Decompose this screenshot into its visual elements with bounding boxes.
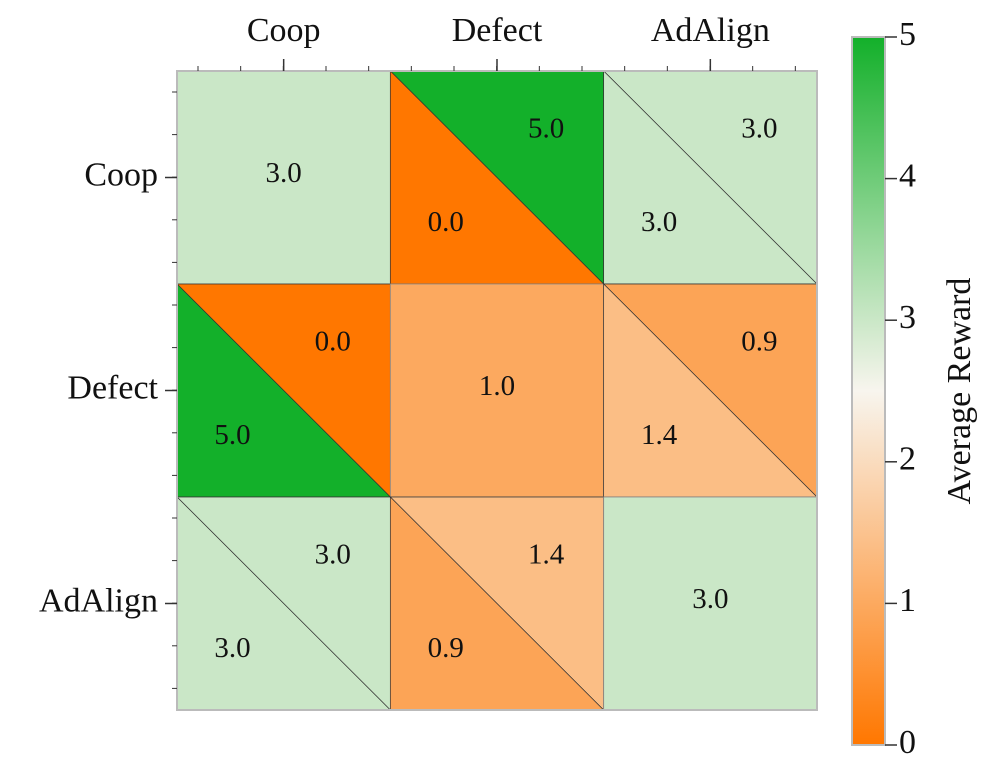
upper-label: 1.4 (528, 538, 565, 570)
upper-label: 0.9 (741, 325, 777, 357)
cell (176, 70, 391, 285)
row-label: AdAlign (39, 582, 158, 619)
colorbar (851, 36, 886, 746)
colorbar-label: Average Reward (941, 278, 978, 505)
row-label: Defect (67, 369, 158, 406)
colorbar-tick-label: 2 (899, 441, 916, 478)
upper-label: 5.0 (528, 112, 564, 144)
column-label: Coop (247, 12, 321, 49)
colorbar-tick-label: 1 (899, 582, 916, 619)
cell-label: 3.0 (266, 157, 302, 189)
column-label: AdAlign (651, 12, 770, 49)
lower-label: 0.0 (428, 206, 464, 238)
cell-label: 3.0 (692, 583, 728, 615)
column-label: Defect (452, 12, 543, 49)
cell (389, 283, 605, 498)
cell-label: 1.0 (479, 370, 515, 402)
upper-label: 3.0 (315, 538, 351, 570)
lower-label: 5.0 (214, 419, 250, 451)
row-label: Coop (84, 156, 158, 193)
cell (603, 496, 818, 711)
upper-label: 3.0 (741, 112, 777, 144)
colorbar-tick-label: 3 (899, 299, 916, 336)
lower-label: 0.9 (428, 632, 464, 664)
colorbar-tick-label: 5 (899, 16, 916, 53)
lower-label: 3.0 (641, 206, 677, 238)
colorbar-tick-label: 0 (899, 724, 916, 761)
lower-label: 1.4 (641, 419, 678, 451)
lower-label: 3.0 (214, 632, 250, 664)
upper-label: 0.0 (315, 325, 351, 357)
colorbar-tick-label: 4 (899, 157, 916, 194)
